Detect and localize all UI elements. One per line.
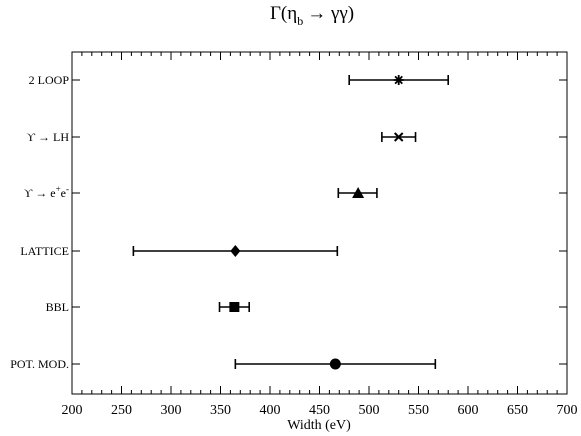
- category-label: BBL: [46, 300, 69, 314]
- x-tick-label: 500: [359, 403, 380, 418]
- x-axis-label: Width (eV): [287, 418, 351, 433]
- plot-frame: [71, 51, 568, 395]
- category-label: 2 LOOP: [29, 73, 70, 87]
- category-label: LATTICE: [20, 244, 69, 258]
- x-tick-label: 550: [408, 403, 429, 418]
- chart-title-pre: Γ(η: [270, 3, 297, 24]
- x-tick-label: 300: [161, 403, 182, 418]
- data-marks: [132, 75, 450, 370]
- data-point-diamond: [230, 245, 241, 257]
- category-label: ϒ → e+e-: [24, 184, 69, 200]
- category-labels: 2 LOOP ϒ → LH ϒ → e+e- LATTICE BBL POT. MOD.: [10, 73, 69, 371]
- chart-title-post: → γγ): [307, 3, 354, 24]
- x-tick-label: 600: [458, 403, 479, 418]
- category-label: ϒ → LH: [26, 130, 69, 144]
- x-tick-label: 650: [507, 403, 528, 418]
- x-tick-label: 350: [210, 403, 231, 418]
- x-tick-label: 450: [309, 403, 330, 418]
- x-ticks: 200 250 300 350 400 450 500 550 600 650 700: [62, 52, 578, 418]
- x-tick-label: 250: [111, 403, 132, 418]
- x-tick-label: 700: [557, 403, 578, 418]
- data-point-triangle: [352, 187, 365, 198]
- category-label: POT. MOD.: [10, 357, 69, 371]
- x-tick-label: 200: [62, 403, 83, 418]
- data-point-asterisk: [393, 75, 404, 85]
- x-tick-label: 400: [260, 403, 281, 418]
- chart-title-sub: b: [297, 14, 303, 28]
- chart-title: Γ(ηb → γγ): [270, 3, 354, 28]
- data-point-square: [229, 302, 240, 312]
- data-point-cross: [393, 132, 404, 142]
- data-point-circle: [329, 358, 341, 370]
